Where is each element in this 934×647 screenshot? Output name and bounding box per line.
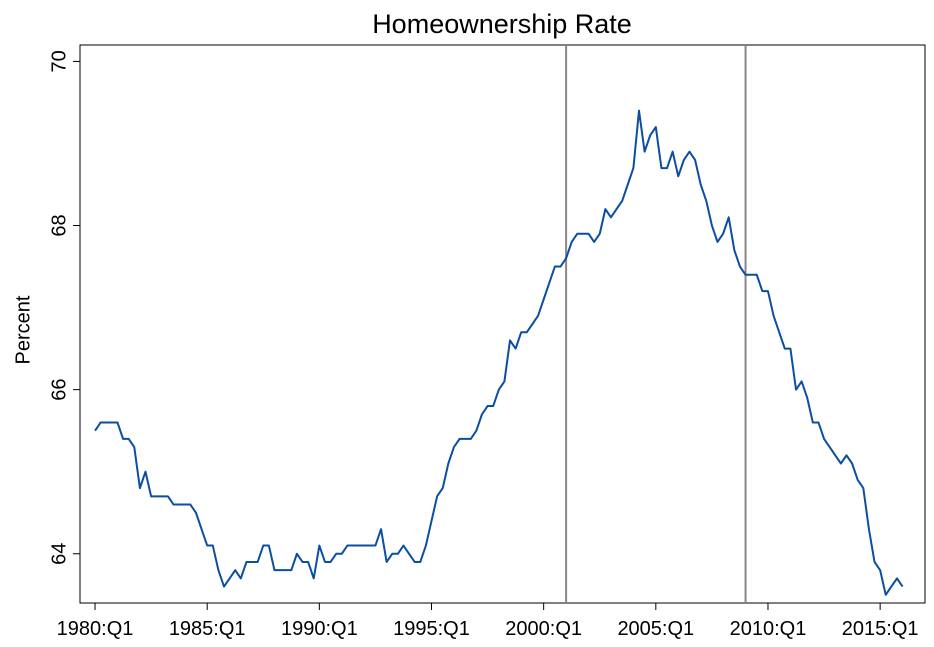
x-tick-label: 1990:Q1 [281,618,358,640]
x-tick-label: 2000:Q1 [505,618,582,640]
y-axis-label: Percent [12,295,34,364]
data-line [94,109,904,596]
x-tick-label: 2005:Q1 [617,618,694,640]
x-tick-label: 2015:Q1 [842,618,919,640]
x-tick-label: 1985:Q1 [169,618,246,640]
x-tick-label: 1995:Q1 [393,618,470,640]
y-tick-label: 66 [48,379,70,401]
plot-frame [79,44,926,604]
x-tick-label: 2010:Q1 [730,618,807,640]
x-tick-label: 1980:Q1 [57,618,134,640]
y-tick-label: 64 [48,543,70,565]
y-tick-label: 68 [48,214,70,236]
y-tick-label: 70 [48,50,70,72]
chart-title: Homeownership Rate [372,9,632,39]
